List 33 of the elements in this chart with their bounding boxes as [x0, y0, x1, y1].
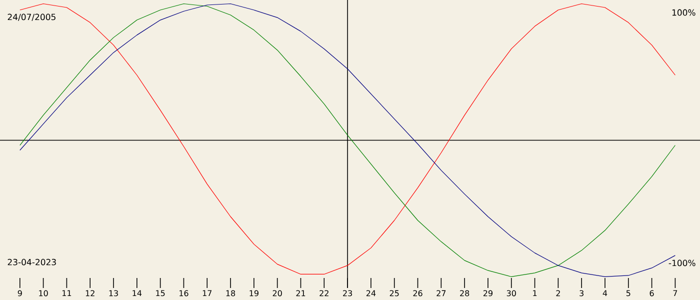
y-tick-label: -100%	[668, 260, 696, 266]
x-tick-label: 1	[533, 290, 537, 296]
x-tick-label: 13	[109, 290, 118, 296]
x-tick-label: 6	[650, 290, 654, 296]
annotation: 24/07/2005	[8, 14, 56, 21]
x-tick-label: 18	[226, 290, 236, 296]
x-tick-label: 17	[202, 290, 212, 296]
x-tick-label: 21	[296, 290, 306, 296]
x-tick-label: 12	[86, 290, 94, 296]
x-tick-label: 9	[18, 290, 22, 296]
x-tick-label: 29	[483, 290, 492, 296]
x-tick-label: 26	[413, 290, 422, 296]
x-tick-label: 30	[506, 290, 516, 296]
x-tick-label: 10	[39, 290, 48, 296]
x-tick-label: 16	[180, 290, 188, 296]
x-tick-label: 15	[156, 290, 165, 296]
annotation: 23-04-2023	[8, 258, 56, 266]
x-tick-label: 28	[460, 290, 470, 296]
x-tick-label: 2	[556, 290, 560, 296]
x-tick-label: 23	[343, 290, 352, 296]
x-tick-label: 22	[320, 290, 328, 296]
x-tick-label: 27	[436, 290, 446, 296]
x-tick-label: 5	[626, 290, 630, 296]
x-tick-label: 14	[132, 290, 142, 296]
x-tick-label: 11	[62, 290, 72, 296]
x-tick-label: 4	[602, 290, 608, 296]
x-tick-label: 25	[390, 290, 399, 296]
x-tick-label: 24	[366, 290, 376, 296]
x-tick-label: 7	[673, 290, 678, 296]
x-tick-label: 3	[580, 290, 584, 296]
y-tick-label: 100%	[672, 9, 696, 16]
x-tick-label: 19	[250, 290, 258, 296]
x-tick-label: 20	[272, 290, 282, 296]
